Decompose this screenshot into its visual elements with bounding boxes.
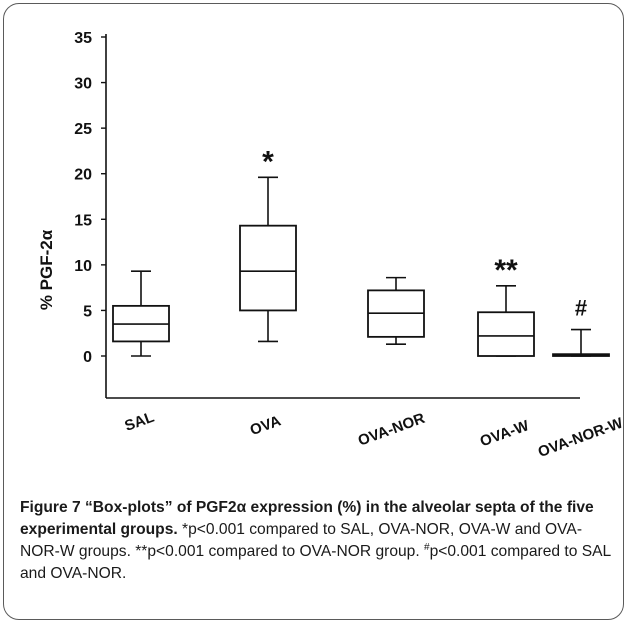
caption-note-1: *p<0.001 compared to SAL, OVA-NOR, OVA-W…: [20, 521, 583, 560]
box-series: ***#: [112, 145, 610, 357]
x-axis-category-labels: SAL OVA OVA-NOR OVA-W OVA-NOR-W: [122, 409, 625, 461]
y-axis-ticks: 0 5 10 15 20 25 30 35: [74, 30, 106, 366]
significance-marker: *: [262, 145, 274, 178]
caption-note-2-mark: #: [424, 541, 430, 553]
y-tick-label: 20: [74, 167, 92, 184]
y-tick-label: 25: [74, 121, 92, 138]
x-category-label: OVA: [248, 412, 283, 439]
iqr-box: [477, 311, 535, 357]
figure-caption: Figure 7 “Box-plots” of PGF2α expression…: [20, 497, 620, 585]
y-tick-label: 15: [74, 212, 92, 229]
y-tick-label: 10: [74, 258, 92, 275]
caption-figure-label: Figure 7: [20, 499, 81, 516]
y-axis-label: % PGF-2α: [37, 229, 56, 310]
x-category-label: SAL: [122, 409, 156, 435]
chart-axes: [105, 34, 580, 399]
significance-marker: #: [575, 296, 587, 321]
iqr-box: [239, 224, 297, 312]
x-category-label: OVA-NOR-W: [536, 414, 626, 461]
box-ova-nor-w: #: [552, 296, 610, 357]
x-category-label: OVA-W: [478, 417, 532, 451]
box-ova-nor: [367, 276, 425, 345]
y-tick-label: 5: [83, 303, 92, 320]
x-category-label: OVA-NOR: [356, 410, 427, 450]
box-ova-w: **: [477, 254, 535, 357]
y-tick-label: 30: [74, 76, 92, 93]
caption-title: “Box-plots” of PGF2α expression (%) in t…: [20, 499, 594, 538]
y-tick-label: 0: [83, 349, 92, 366]
caption-note-2: p<0.001 compared to SAL and OVA-NOR.: [20, 543, 611, 582]
box-ova: *: [239, 145, 297, 343]
significance-marker: **: [494, 254, 518, 287]
box-sal: [112, 270, 170, 357]
y-tick-label: 35: [74, 30, 92, 47]
